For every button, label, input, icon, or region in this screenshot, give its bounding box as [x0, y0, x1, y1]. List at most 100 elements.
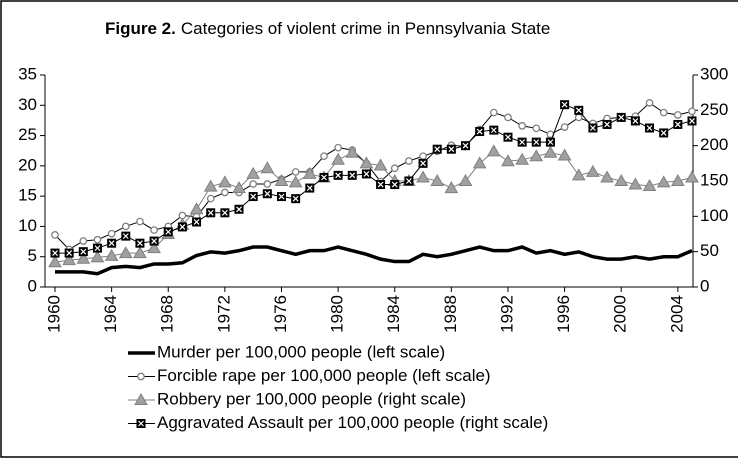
point — [560, 100, 570, 110]
point — [659, 128, 669, 138]
point — [177, 222, 187, 232]
point — [560, 123, 569, 131]
point — [319, 172, 329, 182]
point — [203, 179, 218, 192]
point — [489, 125, 499, 135]
point — [504, 113, 512, 122]
point — [93, 235, 102, 244]
point — [518, 122, 526, 130]
point — [461, 141, 471, 151]
point-cross — [66, 250, 73, 257]
point — [571, 168, 586, 181]
point — [645, 99, 654, 107]
point — [189, 202, 204, 215]
point — [246, 166, 261, 179]
point-cross — [420, 160, 426, 167]
title-label: Figure 2. — [105, 19, 176, 38]
point — [263, 180, 272, 188]
point — [673, 119, 683, 129]
point — [628, 177, 643, 190]
x-tick-label: 1988 — [441, 295, 460, 333]
point — [688, 107, 696, 116]
point — [248, 192, 258, 202]
point-cross — [94, 245, 101, 252]
x-tick-label: 2000 — [611, 295, 630, 333]
point-cross — [589, 125, 596, 131]
y2-tick-label: 250 — [700, 100, 728, 119]
point — [276, 192, 286, 202]
point — [586, 164, 600, 177]
point — [64, 248, 74, 258]
point-cross — [505, 134, 511, 141]
point — [432, 144, 442, 154]
point-cross — [575, 107, 582, 114]
point — [418, 158, 428, 168]
x-tick-label: 1964 — [101, 295, 120, 333]
point — [446, 144, 456, 154]
point — [62, 253, 77, 266]
point-cross — [122, 233, 129, 240]
point — [107, 238, 117, 248]
point-cross — [391, 181, 398, 188]
y-tick-label: 20 — [18, 155, 37, 174]
point — [656, 175, 671, 188]
legend-label: Robbery per 100,000 people (right scale) — [157, 389, 466, 408]
point — [121, 231, 131, 241]
point — [48, 255, 62, 268]
point — [79, 237, 88, 245]
point-cross — [278, 193, 285, 200]
series-markers — [48, 144, 699, 268]
point — [149, 236, 159, 246]
legend-label: Murder per 100,000 people (left scale) — [157, 342, 445, 361]
point — [150, 226, 158, 234]
point-cross — [221, 209, 228, 216]
title-text: Categories of violent crime in Pennsylva… — [181, 19, 550, 38]
point — [92, 243, 102, 253]
point-cross — [264, 190, 271, 197]
y-tick-label: 0 — [28, 276, 37, 295]
point-cross — [476, 128, 483, 135]
point — [390, 180, 400, 190]
x-tick-label: 1976 — [271, 295, 290, 333]
point-cross — [674, 121, 681, 128]
point — [685, 170, 699, 183]
point — [118, 246, 133, 259]
x-tick-label: 1980 — [328, 295, 347, 333]
point — [557, 148, 572, 161]
point-cross — [80, 248, 87, 255]
y2-tick-label: 50 — [700, 241, 719, 260]
point-cross — [519, 139, 526, 146]
point — [458, 173, 473, 186]
point — [192, 217, 202, 227]
point — [475, 127, 485, 137]
point — [545, 137, 555, 147]
point — [51, 231, 59, 239]
point — [543, 145, 558, 158]
point-cross — [363, 171, 370, 177]
point — [574, 113, 583, 122]
point — [178, 211, 187, 220]
point — [616, 112, 626, 122]
point — [221, 188, 229, 197]
point — [444, 181, 459, 194]
chart-title: Figure 2. Categories of violent crime in … — [105, 19, 550, 38]
point — [121, 222, 130, 231]
point-cross — [179, 224, 186, 230]
point — [405, 157, 413, 165]
x-tick-label: 1992 — [497, 295, 516, 333]
point — [515, 152, 529, 165]
point-cross — [448, 146, 455, 153]
legend-marker — [137, 372, 145, 381]
point-cross — [490, 127, 497, 134]
y2-tick-label: 100 — [700, 206, 728, 225]
y2-tick-label: 150 — [700, 170, 728, 189]
point — [291, 194, 301, 204]
point-cross — [165, 228, 172, 235]
series-markers — [50, 100, 697, 258]
y-tick-label: 15 — [18, 186, 37, 205]
point-cross — [618, 114, 625, 121]
point — [163, 227, 173, 237]
point — [416, 170, 430, 183]
x-tick-label: 1996 — [554, 295, 573, 333]
